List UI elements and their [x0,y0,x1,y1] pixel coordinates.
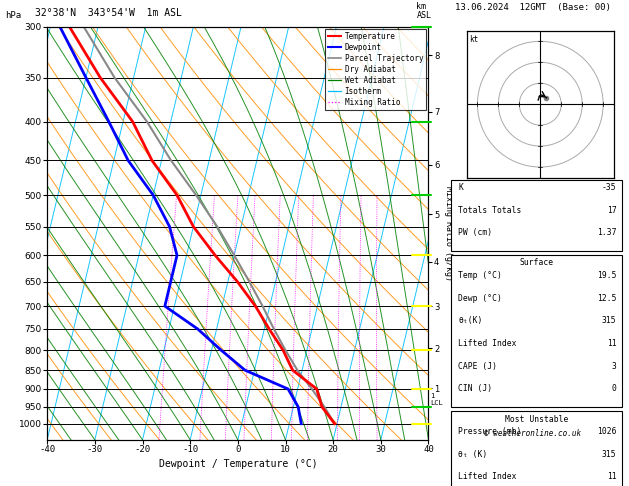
Bar [451,255,622,407]
Y-axis label: Mixing Ratio (g/kg): Mixing Ratio (g/kg) [444,186,454,281]
Text: 17: 17 [607,206,616,215]
Text: 1026: 1026 [597,427,616,436]
Text: 32°38'N  343°54'W  1m ASL: 32°38'N 343°54'W 1m ASL [35,8,182,18]
Text: 315: 315 [602,316,616,325]
Text: θₜ (K): θₜ (K) [459,450,487,459]
Text: -35: -35 [602,183,616,192]
Text: 0: 0 [611,384,616,394]
Text: Most Unstable: Most Unstable [505,415,568,424]
Text: hPa: hPa [5,11,21,20]
Text: 11: 11 [607,339,616,348]
Text: Lifted Index: Lifted Index [459,472,517,482]
X-axis label: Dewpoint / Temperature (°C): Dewpoint / Temperature (°C) [159,459,317,469]
Text: 1
LCL: 1 LCL [430,393,443,406]
Text: θₜ(K): θₜ(K) [459,316,483,325]
Text: © weatheronline.co.uk: © weatheronline.co.uk [484,429,581,438]
Text: CAPE (J): CAPE (J) [459,362,498,371]
Text: km
ASL: km ASL [416,2,431,20]
Text: Surface: Surface [520,259,554,267]
Text: Dewp (°C): Dewp (°C) [459,294,503,303]
Text: 19.5: 19.5 [597,271,616,280]
Text: 1.37: 1.37 [597,228,616,237]
Text: 13.06.2024  12GMT  (Base: 00): 13.06.2024 12GMT (Base: 00) [455,3,611,12]
Text: Pressure (mb): Pressure (mb) [459,427,522,436]
Text: 11: 11 [607,472,616,482]
Text: 12.5: 12.5 [597,294,616,303]
Text: PW (cm): PW (cm) [459,228,493,237]
Text: Temp (°C): Temp (°C) [459,271,503,280]
Text: CIN (J): CIN (J) [459,384,493,394]
Bar [451,411,622,486]
Text: Totals Totals: Totals Totals [459,206,522,215]
Bar [451,180,622,251]
Legend: Temperature, Dewpoint, Parcel Trajectory, Dry Adiabat, Wet Adiabat, Isotherm, Mi: Temperature, Dewpoint, Parcel Trajectory… [325,29,426,109]
Text: 3: 3 [611,362,616,371]
Text: K: K [459,183,464,192]
Text: 315: 315 [602,450,616,459]
Text: Lifted Index: Lifted Index [459,339,517,348]
